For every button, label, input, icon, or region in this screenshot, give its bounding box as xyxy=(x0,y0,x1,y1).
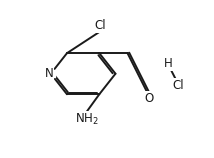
Text: O: O xyxy=(145,91,154,105)
Bar xyxy=(47,70,55,77)
Text: Cl: Cl xyxy=(173,79,184,92)
Bar xyxy=(81,116,92,123)
Text: N: N xyxy=(45,67,54,80)
Bar xyxy=(143,94,151,102)
Text: H: H xyxy=(164,58,173,70)
Text: Cl: Cl xyxy=(94,19,106,32)
Text: NH$_2$: NH$_2$ xyxy=(74,112,98,128)
Bar xyxy=(96,23,103,30)
